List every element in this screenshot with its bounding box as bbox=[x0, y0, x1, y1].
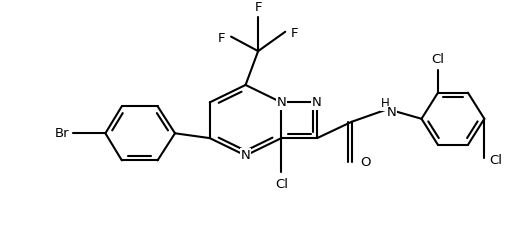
Text: Cl: Cl bbox=[489, 154, 502, 167]
Text: H: H bbox=[380, 97, 389, 110]
Text: F: F bbox=[218, 32, 225, 45]
Text: N: N bbox=[387, 106, 396, 120]
Text: F: F bbox=[291, 27, 299, 40]
Text: F: F bbox=[255, 1, 262, 14]
Text: N: N bbox=[312, 96, 322, 109]
Text: Cl: Cl bbox=[275, 178, 288, 191]
Text: O: O bbox=[360, 156, 371, 169]
Text: N: N bbox=[241, 149, 250, 162]
Text: Cl: Cl bbox=[431, 53, 445, 66]
Text: Br: Br bbox=[55, 127, 69, 140]
Text: N: N bbox=[276, 96, 286, 109]
